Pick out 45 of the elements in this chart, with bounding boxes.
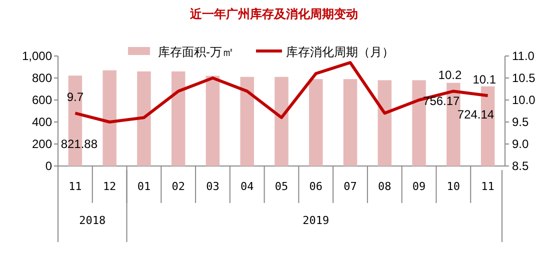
x-tick-label: 01 bbox=[137, 180, 151, 193]
bar bbox=[137, 71, 151, 166]
y2-tick-label: 10.5 bbox=[512, 71, 536, 85]
y-tick-label: 200 bbox=[32, 137, 52, 151]
y2-tick-label: 10.0 bbox=[512, 93, 536, 107]
x-tick-label: 09 bbox=[412, 180, 426, 193]
y2-tick-label: 9.5 bbox=[512, 115, 530, 129]
bar bbox=[102, 70, 116, 166]
y-tick-label: 600 bbox=[32, 93, 52, 107]
x-tick-label: 11 bbox=[481, 180, 494, 193]
x-tick-label: 12 bbox=[102, 180, 116, 193]
y-tick-label: 400 bbox=[32, 115, 52, 129]
x-tick-label: 06 bbox=[309, 180, 323, 193]
data-label: 9.7 bbox=[66, 90, 84, 104]
text: 2019 bbox=[302, 214, 330, 227]
x-tick-label: 10 bbox=[446, 180, 460, 193]
bar bbox=[171, 71, 186, 166]
x-tick-label: 07 bbox=[344, 180, 357, 193]
bar bbox=[274, 76, 288, 166]
x-tick-label: 02 bbox=[172, 180, 185, 193]
y-tick-label: 800 bbox=[32, 71, 52, 85]
legend-label: 库存面积-万㎡ bbox=[158, 45, 234, 59]
data-label: 724.14 bbox=[457, 107, 494, 122]
y-tick-label: 0 bbox=[45, 159, 52, 173]
legend-label: 库存消化周期（月） bbox=[286, 45, 394, 59]
title: 近一年广州库存及消化周期变动 bbox=[190, 7, 358, 21]
data-label: 10.1 bbox=[472, 72, 496, 87]
y2-tick-label: 9.0 bbox=[512, 137, 530, 151]
data-label: 821.88 bbox=[60, 137, 98, 151]
data-label: 10.2 bbox=[438, 68, 462, 82]
bar bbox=[378, 80, 392, 166]
bar bbox=[309, 79, 323, 166]
y2-tick-label: 8.5 bbox=[512, 159, 530, 173]
x-tick-label: 04 bbox=[240, 180, 254, 193]
y-tick-label: 1,000 bbox=[22, 49, 52, 63]
bar bbox=[206, 76, 220, 166]
data-label: 756.17 bbox=[423, 94, 460, 108]
x-tick-label: 05 bbox=[274, 180, 288, 193]
x-tick-label: 11 bbox=[68, 180, 82, 193]
y2-tick-label: 11.0 bbox=[512, 49, 535, 63]
text: 2018 bbox=[79, 214, 106, 227]
bar bbox=[240, 76, 254, 166]
x-tick-label: 03 bbox=[206, 180, 220, 193]
bar bbox=[343, 79, 358, 166]
x-tick-label: 08 bbox=[378, 180, 392, 193]
